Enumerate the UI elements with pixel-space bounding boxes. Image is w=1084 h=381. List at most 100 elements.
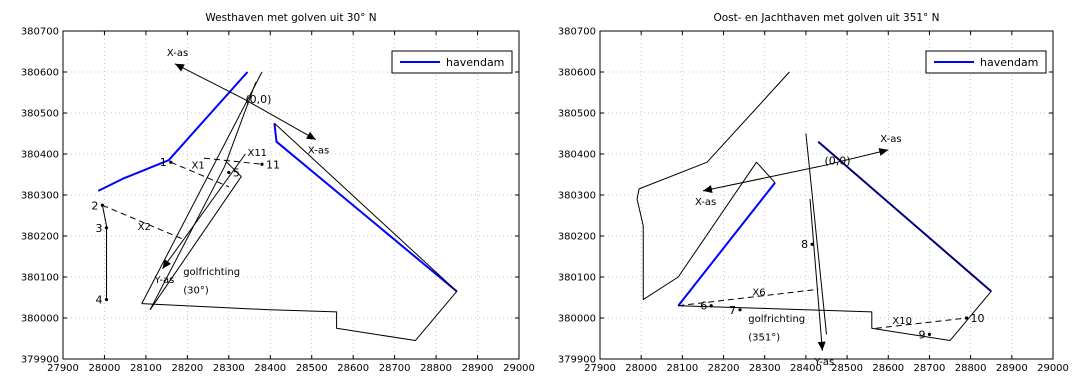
outline-line (678, 141, 992, 342)
point-marker (810, 242, 814, 246)
annotation-label: X11 (247, 148, 267, 159)
y-tick-label: 380400 (21, 150, 59, 161)
y-tick-label: 380200 (21, 232, 59, 243)
arrow-head (162, 259, 172, 269)
y-tick-label: 380000 (21, 314, 59, 325)
x-tick-label: 28600 (872, 363, 904, 374)
point-label: 8 (801, 238, 808, 251)
westhaven-chart: X-as X-as Y-as 1 2 3 4 5 11 (0,0) X1 X2 X11 golfricht… (21, 12, 535, 374)
point-marker (709, 304, 713, 308)
y-tick-label: 380600 (21, 68, 59, 79)
outline-line (875, 317, 967, 329)
x-tick-label: 28100 (130, 363, 162, 374)
point-marker (169, 160, 173, 164)
arrow-label: X-as (695, 197, 716, 208)
point-marker (260, 162, 264, 166)
x-tick-label: 28300 (213, 363, 245, 374)
x-tick-label: 28100 (666, 363, 698, 374)
point-label: 4 (96, 294, 103, 307)
outline-line (678, 288, 819, 307)
y-tick-label: 380300 (558, 191, 596, 202)
arrow-head (702, 185, 713, 193)
outline-line (636, 71, 790, 301)
point-marker (104, 297, 109, 302)
annotation-label: X10 (892, 316, 912, 327)
plot-area (600, 31, 1053, 359)
series-havendam (677, 182, 776, 307)
x-tick-label: 28900 (462, 363, 494, 374)
point-label: 7 (729, 304, 736, 317)
y-tick-label: 379900 (558, 355, 596, 366)
x-tick-label: 29000 (503, 363, 535, 374)
point-label: 5 (233, 166, 240, 179)
point-label: 3 (96, 222, 103, 235)
annotation-label: X1 (192, 160, 205, 171)
point-label: 9 (918, 328, 925, 341)
x-tick-label: 28200 (171, 363, 203, 374)
y-tick-label: 380100 (558, 273, 596, 284)
y-tick-label: 380200 (558, 232, 596, 243)
x-tick-label: 28900 (996, 363, 1028, 374)
x-tick-label: 28200 (708, 363, 740, 374)
x-tick-label: 28600 (337, 363, 369, 374)
point-label: 6 (700, 300, 707, 313)
x-tick-label: 28700 (379, 363, 411, 374)
chart-title: Oost- en Jachthaven met golven uit 351° … (713, 12, 939, 24)
x-tick-label: 28300 (749, 363, 781, 374)
legend-box (925, 50, 1047, 74)
y-tick-label: 380500 (558, 109, 596, 120)
annotation-label: (351°) (748, 333, 780, 344)
y-tick-label: 380600 (558, 68, 596, 79)
outline-line (805, 133, 827, 335)
point-marker (104, 226, 109, 230)
x-tick-label: 28500 (831, 363, 863, 374)
point-label: 10 (971, 312, 985, 325)
x-tick-label: 28400 (254, 363, 286, 374)
axis-arrow (174, 63, 244, 100)
annotation-label: (30°) (183, 285, 209, 296)
x-tick-label: 28800 (955, 363, 987, 374)
x-tick-label: 28800 (420, 363, 452, 374)
legend-box (391, 50, 513, 74)
oosthaven-chart: X-as X-as Y-as 6 7 8 9 10 (0,0) X6 X10 golfrichting… (558, 12, 1069, 374)
series-havendam (273, 123, 458, 293)
series-havendam (97, 71, 249, 192)
outline-line (170, 161, 230, 188)
point-label: 11 (266, 158, 280, 171)
outline-line (149, 82, 257, 311)
x-tick-label: 28000 (89, 363, 121, 374)
point-marker (100, 203, 104, 207)
y-tick-label: 380400 (558, 150, 596, 161)
y-tick-label: 380000 (558, 314, 596, 325)
x-tick-label: 29000 (1037, 363, 1069, 374)
arrow-head (174, 63, 185, 72)
x-tick-label: 28400 (790, 363, 822, 374)
point-marker (964, 316, 969, 320)
outline-line (141, 122, 458, 342)
axis-arrow (820, 149, 889, 167)
chart-title: Westhaven met golven uit 30° N (205, 12, 376, 24)
point-label: 1 (160, 156, 167, 169)
annotation-label: X2 (138, 222, 151, 233)
annotation-label: (0,0) (245, 93, 271, 106)
x-tick-label: 27900 (47, 363, 79, 374)
arrow-head (878, 148, 889, 156)
axis-arrow (162, 153, 246, 270)
y-tick-label: 380500 (21, 109, 59, 120)
arrow-label: X-as (167, 48, 188, 59)
point-marker (227, 170, 231, 175)
x-tick-label: 28700 (914, 363, 946, 374)
annotation-label: X6 (752, 287, 765, 298)
point-marker (927, 332, 932, 336)
axis-arrow (809, 199, 823, 351)
annotation-label: (0,0) (824, 154, 850, 167)
axis-arrow (243, 98, 317, 141)
annotation-label: golfrichting (748, 314, 805, 325)
arrow-head (306, 131, 316, 140)
x-tick-label: 27900 (584, 363, 616, 374)
outline-line (149, 161, 242, 311)
arrow-label: X-as (880, 134, 901, 145)
y-tick-label: 380700 (21, 27, 59, 38)
point-marker (738, 308, 742, 312)
arrow-head (817, 341, 826, 351)
